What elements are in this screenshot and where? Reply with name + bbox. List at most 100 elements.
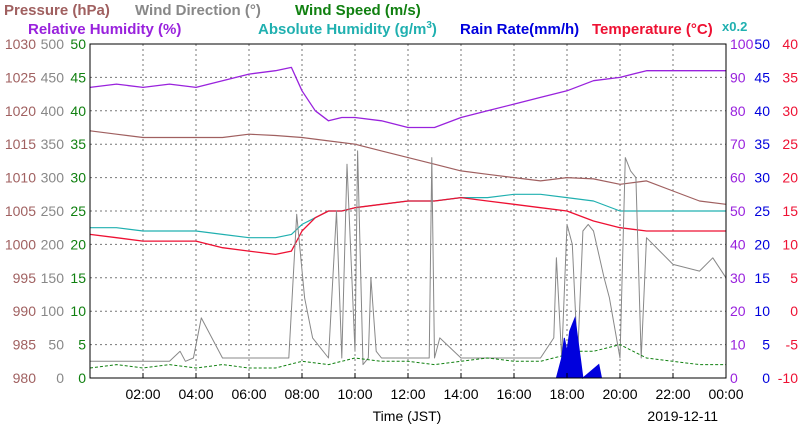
wind-direction-tick-label: 250: [41, 203, 65, 219]
x-tick-label: 20:00: [602, 386, 637, 402]
rain-rate-tick-label: 25: [754, 203, 770, 219]
wind-direction-tick-label: 350: [41, 136, 65, 152]
rain-rate-tick-label: 20: [754, 236, 770, 252]
humidity-tick-label: 0: [730, 370, 738, 386]
temperature-tick-label: 35: [782, 69, 798, 85]
wind-speed-tick-label: 50: [70, 36, 86, 52]
pressure-tick-label: 1030: [5, 36, 36, 52]
series-wind-direction-line: [90, 150, 727, 366]
abs-humidity-title-sup: 3: [426, 20, 432, 31]
x-tick-label: 06:00: [231, 386, 266, 402]
rain-rate-tick-label: 10: [754, 303, 770, 319]
temperature-tick-label: 30: [782, 103, 798, 119]
abs-humidity-title-close: ): [432, 21, 437, 38]
wind-speed-tick-label: 30: [70, 170, 86, 186]
temperature-tick-label: 10: [782, 236, 798, 252]
wind-direction-axis-title: Wind Direction (°): [135, 2, 261, 19]
rain-rate-tick-label: 35: [754, 136, 770, 152]
rain-rate-axis-title: Rain Rate(mm/h): [460, 21, 579, 38]
rain-rate-tick-label: 5: [762, 337, 770, 353]
rain-rate-tick-label: 15: [754, 270, 770, 286]
abs-humidity-axis-title: Absolute Humidity (g/m3): [258, 20, 437, 38]
series-wind-speed-line: [89, 344, 726, 369]
humidity-axis-title: Relative Humidity (%): [28, 21, 181, 38]
series-pressure-line: [89, 130, 727, 205]
x-axis-label: Time (JST): [373, 408, 442, 424]
temperature-tick-label: 40: [782, 36, 798, 52]
humidity-tick-label: 30: [730, 270, 746, 286]
rain-rate-tick-label: 0: [762, 370, 770, 386]
humidity-tick-label: 20: [730, 303, 746, 319]
humidity-tick-label: 90: [730, 69, 746, 85]
wind-direction-tick-label: 400: [41, 103, 65, 119]
x-tick-label: 14:00: [443, 386, 478, 402]
pressure-tick-label: 980: [13, 370, 37, 386]
wind-speed-tick-label: 15: [70, 270, 86, 286]
humidity-tick-label: 80: [730, 103, 746, 119]
wind-speed-tick-label: 45: [70, 69, 86, 85]
x-tick-label: 00:00: [708, 386, 743, 402]
wind-direction-tick-label: 100: [41, 303, 65, 319]
wind-direction-tick-label: 500: [41, 36, 65, 52]
pressure-tick-label: 1010: [5, 170, 36, 186]
temperature-axis-title: Temperature (°C): [592, 21, 713, 38]
temperature-tick-label: -5: [786, 337, 799, 353]
x-tick-label: 12:00: [390, 386, 425, 402]
wind-speed-tick-label: 5: [78, 337, 86, 353]
temperature-tick-label: -10: [778, 370, 798, 386]
wind-direction-tick-label: 50: [48, 337, 64, 353]
temperature-tick-label: 25: [782, 136, 798, 152]
humidity-tick-label: 40: [730, 236, 746, 252]
humidity-tick-label: 10: [730, 337, 746, 353]
x-tick-label: 02:00: [125, 386, 160, 402]
series-layer: [89, 66, 727, 379]
temperature-tick-label: 20: [782, 170, 798, 186]
pressure-tick-label: 1000: [5, 236, 36, 252]
pressure-tick-label: 1015: [5, 136, 36, 152]
pressure-tick-label: 985: [13, 337, 37, 353]
date-label: 2019-12-11: [647, 408, 718, 424]
x-tick-label: 22:00: [655, 386, 690, 402]
pressure-axis-title: Pressure (hPa): [4, 2, 110, 19]
series-humidity-line: [89, 66, 726, 129]
rain-rate-tick-label: 40: [754, 103, 770, 119]
axes-layer: 9809859909951000100510101015102010251030…: [5, 36, 798, 402]
wind-direction-tick-label: 150: [41, 270, 65, 286]
temperature-tick-label: 5: [790, 270, 798, 286]
rain-rate-tick-label: 30: [754, 170, 770, 186]
pressure-tick-label: 990: [13, 303, 37, 319]
wind-speed-tick-label: 35: [70, 136, 86, 152]
pressure-tick-label: 995: [13, 270, 37, 286]
series-rain-rate-area: [555, 315, 603, 379]
humidity-tick-label: 60: [730, 170, 746, 186]
x-tick-label: 08:00: [284, 386, 319, 402]
pressure-tick-label: 1005: [5, 203, 36, 219]
wind-direction-tick-label: 0: [56, 370, 64, 386]
abs-humidity-title-main: Absolute Humidity (g/m: [258, 21, 426, 38]
rain-rate-tick-label: 45: [754, 69, 770, 85]
humidity-tick-label: 100: [730, 36, 754, 52]
wind-speed-tick-label: 25: [70, 203, 86, 219]
humidity-tick-label: 70: [730, 136, 746, 152]
temperature-tick-label: 0: [790, 303, 798, 319]
pressure-tick-label: 1020: [5, 103, 36, 119]
rain-rate-tick-label: 50: [754, 36, 770, 52]
x-tick-label: 18:00: [549, 386, 584, 402]
x-tick-label: 10:00: [337, 386, 372, 402]
wind-direction-tick-label: 200: [41, 236, 65, 252]
wind-speed-axis-title: Wind Speed (m/s): [295, 2, 421, 19]
wind-speed-tick-label: 40: [70, 103, 86, 119]
wind-direction-tick-label: 450: [41, 69, 65, 85]
series-temperature-line: [89, 196, 726, 256]
wind-direction-tick-label: 300: [41, 170, 65, 186]
wind-speed-tick-label: 10: [70, 303, 86, 319]
wind-speed-tick-label: 0: [78, 370, 86, 386]
wind-speed-tick-label: 20: [70, 236, 86, 252]
pressure-tick-label: 1025: [5, 69, 36, 85]
temperature-tick-label: 15: [782, 203, 798, 219]
x-tick-label: 04:00: [178, 386, 213, 402]
humidity-tick-label: 50: [730, 203, 746, 219]
abs-humidity-scale-note: x0.2: [722, 19, 747, 34]
x-tick-label: 16:00: [496, 386, 531, 402]
